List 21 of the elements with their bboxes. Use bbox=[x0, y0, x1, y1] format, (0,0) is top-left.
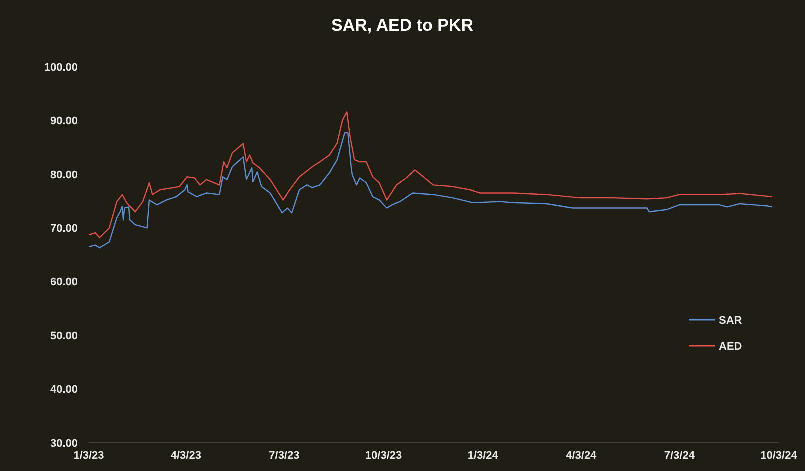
x-tick-label: 10/3/24 bbox=[760, 450, 798, 462]
x-tick-label: 4/3/24 bbox=[566, 450, 598, 462]
legend-label: AED bbox=[719, 340, 742, 353]
y-tick-label: 90.00 bbox=[50, 116, 78, 128]
line-series bbox=[88, 132, 774, 249]
y-tick-label: 40.00 bbox=[50, 384, 78, 396]
x-tick-label: 7/3/23 bbox=[269, 450, 300, 462]
x-tick-label: 1/3/24 bbox=[468, 450, 500, 462]
y-tick-label: 60.00 bbox=[50, 276, 78, 289]
chart-title: SAR, AED to PKR bbox=[332, 16, 474, 35]
y-tick-label: 70.00 bbox=[50, 222, 78, 235]
x-tick-label: 7/3/24 bbox=[664, 450, 696, 462]
line-series bbox=[88, 112, 774, 238]
y-tick-label: 100.00 bbox=[44, 62, 78, 74]
y-tick-label: 30.00 bbox=[50, 438, 78, 450]
x-tick-label: 10/3/23 bbox=[365, 450, 402, 462]
y-tick-label: 80.00 bbox=[50, 169, 78, 182]
x-tick-label: 1/3/23 bbox=[74, 450, 104, 462]
x-tick-label: 4/3/23 bbox=[170, 450, 202, 462]
y-tick-label: 50.00 bbox=[50, 330, 78, 342]
legend-label: SAR bbox=[719, 314, 742, 327]
